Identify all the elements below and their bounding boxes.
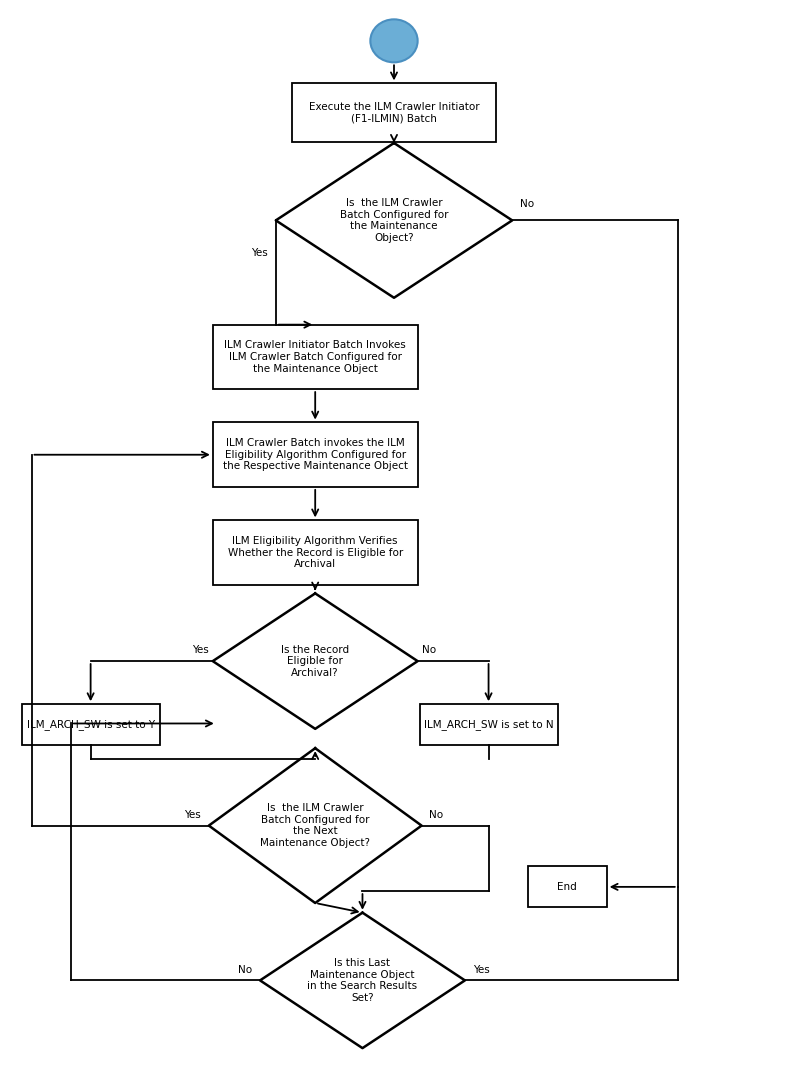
Text: Yes: Yes <box>192 645 209 656</box>
FancyBboxPatch shape <box>22 704 159 745</box>
Ellipse shape <box>370 19 418 62</box>
FancyBboxPatch shape <box>213 520 418 585</box>
Polygon shape <box>209 748 422 903</box>
Text: End: End <box>557 882 578 892</box>
FancyBboxPatch shape <box>292 83 496 142</box>
Polygon shape <box>276 143 512 298</box>
Text: Execute the ILM Crawler Initiator
(F1-ILMIN) Batch: Execute the ILM Crawler Initiator (F1-IL… <box>309 102 479 124</box>
Text: No: No <box>429 809 444 820</box>
Polygon shape <box>213 593 418 729</box>
Text: Is  the ILM Crawler
Batch Configured for
the Maintenance
Object?: Is the ILM Crawler Batch Configured for … <box>340 198 448 243</box>
Text: Is  the ILM Crawler
Batch Configured for
the Next
Maintenance Object?: Is the ILM Crawler Batch Configured for … <box>260 803 370 848</box>
FancyBboxPatch shape <box>213 422 418 487</box>
Polygon shape <box>260 913 465 1048</box>
Text: ILM Crawler Initiator Batch Invokes
ILM Crawler Batch Configured for
the Mainten: ILM Crawler Initiator Batch Invokes ILM … <box>225 341 406 373</box>
Text: No: No <box>422 645 436 656</box>
Text: Yes: Yes <box>251 247 268 258</box>
Text: Yes: Yes <box>184 809 201 820</box>
Text: Is the Record
Eligible for
Archival?: Is the Record Eligible for Archival? <box>281 645 349 677</box>
FancyBboxPatch shape <box>213 325 418 389</box>
Text: Is this Last
Maintenance Object
in the Search Results
Set?: Is this Last Maintenance Object in the S… <box>307 958 418 1003</box>
FancyBboxPatch shape <box>528 866 607 907</box>
Text: No: No <box>238 964 252 975</box>
Text: ILM_ARCH_SW is set to Y: ILM_ARCH_SW is set to Y <box>27 719 154 730</box>
Text: ILM Eligibility Algorithm Verifies
Whether the Record is Eligible for
Archival: ILM Eligibility Algorithm Verifies Wheth… <box>228 536 403 569</box>
Text: ILM Crawler Batch invokes the ILM
Eligibility Algorithm Configured for
the Respe: ILM Crawler Batch invokes the ILM Eligib… <box>223 439 407 471</box>
Text: No: No <box>520 199 534 210</box>
Text: ILM_ARCH_SW is set to N: ILM_ARCH_SW is set to N <box>424 719 553 730</box>
FancyBboxPatch shape <box>419 704 557 745</box>
Text: Yes: Yes <box>473 964 489 975</box>
